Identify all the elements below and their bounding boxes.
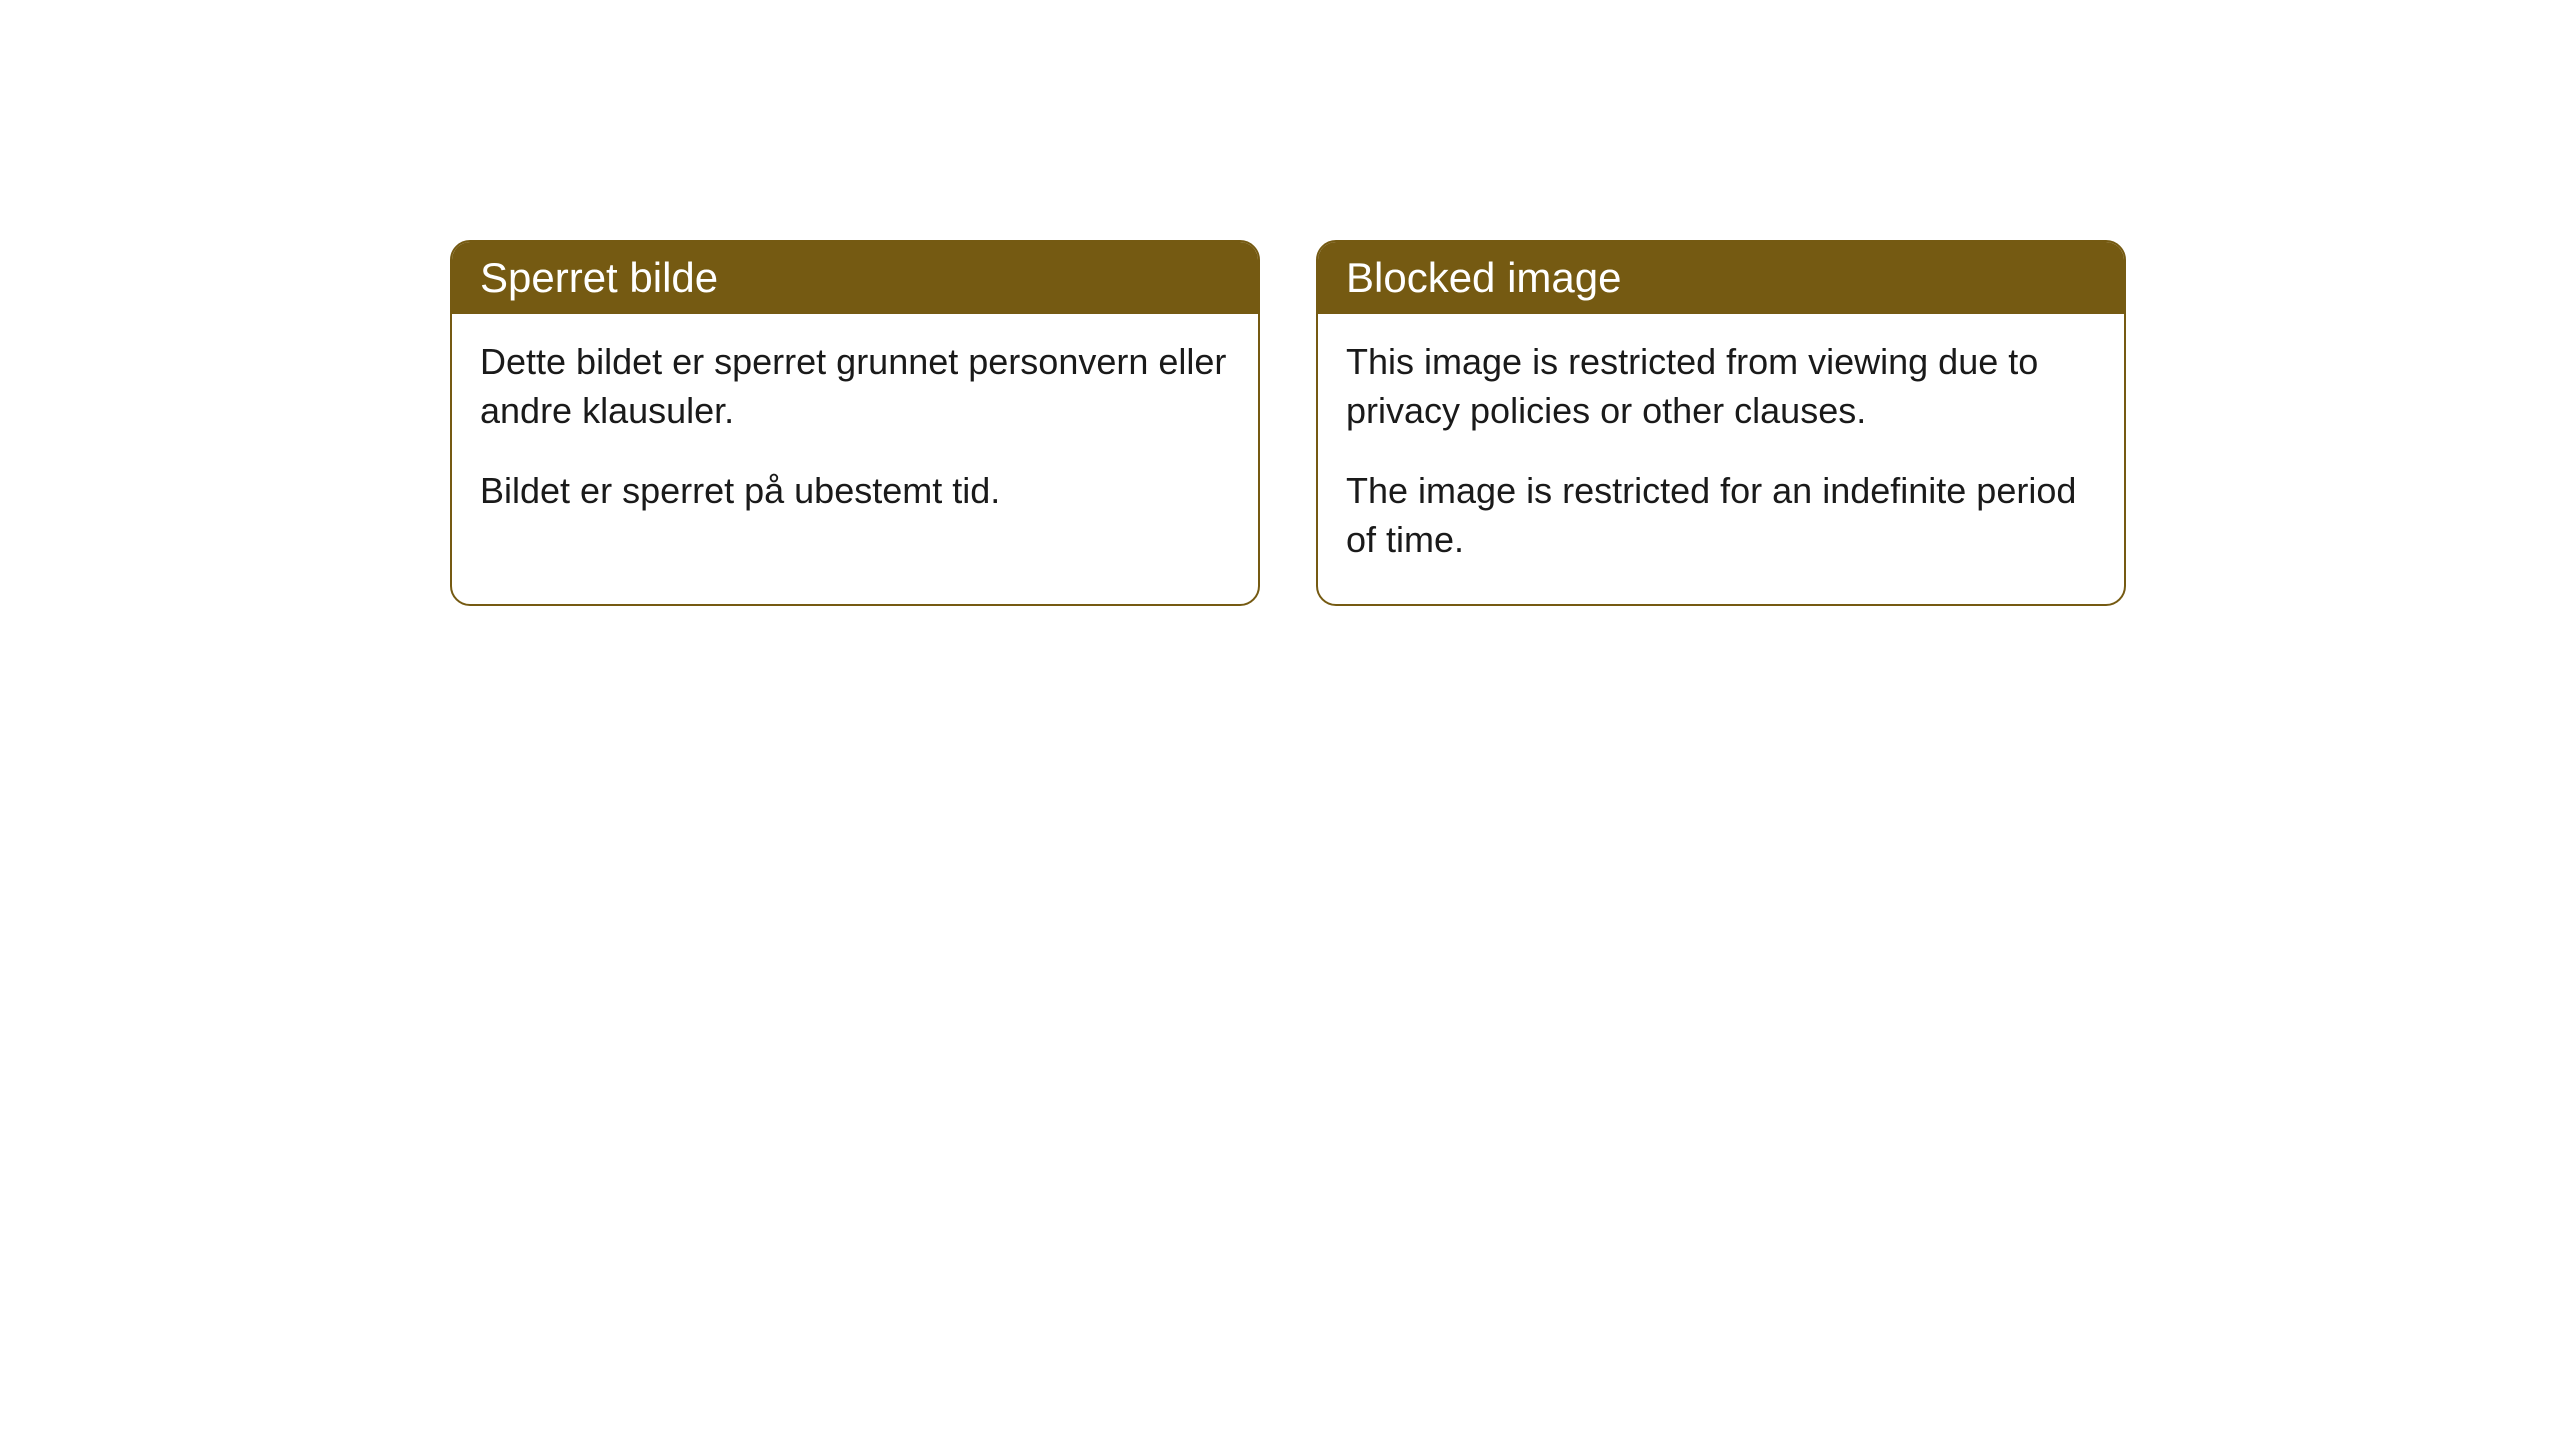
card-paragraph-left-1: Dette bildet er sperret grunnet personve…	[480, 338, 1230, 435]
card-body-right: This image is restricted from viewing du…	[1318, 314, 2124, 604]
blocked-image-card-english: Blocked image This image is restricted f…	[1316, 240, 2126, 606]
card-paragraph-right-1: This image is restricted from viewing du…	[1346, 338, 2096, 435]
card-body-left: Dette bildet er sperret grunnet personve…	[452, 314, 1258, 556]
card-header-left: Sperret bilde	[452, 242, 1258, 314]
card-title-left: Sperret bilde	[480, 254, 718, 301]
card-paragraph-left-2: Bildet er sperret på ubestemt tid.	[480, 467, 1230, 516]
blocked-image-card-norwegian: Sperret bilde Dette bildet er sperret gr…	[450, 240, 1260, 606]
card-header-right: Blocked image	[1318, 242, 2124, 314]
card-paragraph-right-2: The image is restricted for an indefinit…	[1346, 467, 2096, 564]
info-cards-container: Sperret bilde Dette bildet er sperret gr…	[450, 240, 2126, 606]
card-title-right: Blocked image	[1346, 254, 1621, 301]
